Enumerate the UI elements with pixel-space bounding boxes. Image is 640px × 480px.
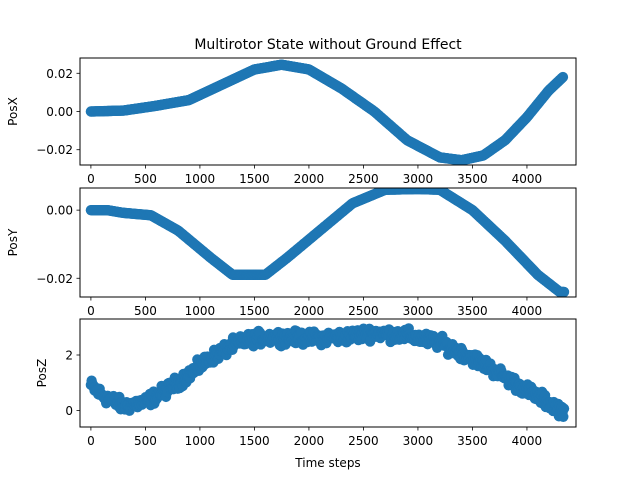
x-tick-label: 500 — [134, 172, 157, 186]
x-tick-label: 1000 — [185, 304, 216, 318]
posx-y-axis: −0.02 0.00 0.02 — [36, 67, 80, 157]
x-tick-label: 0 — [87, 434, 95, 448]
x-tick-label: 500 — [134, 434, 157, 448]
x-tick-label: 3500 — [457, 304, 488, 318]
posy-y-axis-label: PosY — [6, 228, 20, 256]
posz-x-axis: 0 500 1000 1500 2000 2500 3000 3500 4000 — [87, 427, 542, 448]
y-tick-label: 0.00 — [46, 105, 73, 119]
data-point — [557, 71, 569, 83]
y-tick-label: −0.02 — [36, 272, 73, 286]
x-tick-label: 1000 — [185, 172, 216, 186]
y-tick-label: 2 — [65, 349, 73, 363]
x-tick-label: 3000 — [403, 172, 434, 186]
x-tick-label: 2000 — [294, 434, 325, 448]
posy-scatter-series — [85, 188, 570, 297]
y-tick-label: −0.02 — [36, 143, 73, 157]
data-point — [558, 411, 569, 422]
y-tick-label: 0.02 — [46, 67, 73, 81]
panel-posz: 0 500 1000 1500 2000 2500 3000 3500 4000 02 PosZ… — [35, 318, 577, 470]
y-tick-label: 0 — [65, 404, 73, 418]
posx-y-axis-label: PosX — [6, 97, 20, 126]
posy-axes-frame — [79, 187, 577, 298]
x-tick-label: 3000 — [403, 304, 434, 318]
x-tick-label: 4000 — [512, 434, 543, 448]
panel-posx: 0 500 1000 1500 2000 2500 3000 3500 4000 −0.02 0.… — [6, 57, 577, 186]
x-tick-label: 1500 — [239, 172, 270, 186]
posy-y-axis: −0.02 0.00 — [36, 204, 80, 286]
panel-posy: 0 500 1000 1500 2000 2500 3000 3500 4000 −0.02 0.… — [6, 187, 577, 318]
posz-y-axis-label: PosZ — [35, 359, 49, 388]
posx-scatter-series — [85, 59, 569, 165]
x-tick-label: 3000 — [403, 434, 434, 448]
x-tick-label: 4000 — [512, 172, 543, 186]
posz-axes-frame — [79, 318, 577, 428]
x-tick-label: 1000 — [185, 434, 216, 448]
x-tick-label: 3500 — [457, 434, 488, 448]
chart-title: Multirotor State without Ground Effect — [194, 37, 462, 53]
posy-x-axis: 0 500 1000 1500 2000 2500 3000 3500 4000 — [87, 297, 542, 318]
x-tick-label: 0 — [87, 172, 95, 186]
x-tick-label: 500 — [134, 304, 157, 318]
posz-y-axis: 02 — [65, 349, 80, 418]
data-point — [558, 286, 570, 297]
x-tick-label: 2500 — [348, 434, 379, 448]
x-tick-label: 1500 — [239, 304, 270, 318]
posx-x-axis: 0 500 1000 1500 2000 2500 3000 3500 4000 — [87, 165, 542, 186]
y-tick-label: 0.00 — [46, 204, 73, 218]
x-tick-label: 2500 — [348, 304, 379, 318]
x-tick-label: 2000 — [294, 172, 325, 186]
x-axis-label: Time steps — [294, 456, 360, 470]
x-tick-label: 2000 — [294, 304, 325, 318]
x-tick-label: 1500 — [239, 434, 270, 448]
x-tick-label: 4000 — [512, 304, 543, 318]
posz-scatter-series — [85, 323, 570, 422]
x-tick-label: 2500 — [348, 172, 379, 186]
data-point — [558, 403, 570, 414]
x-tick-label: 0 — [87, 304, 95, 318]
x-tick-label: 3500 — [457, 172, 488, 186]
